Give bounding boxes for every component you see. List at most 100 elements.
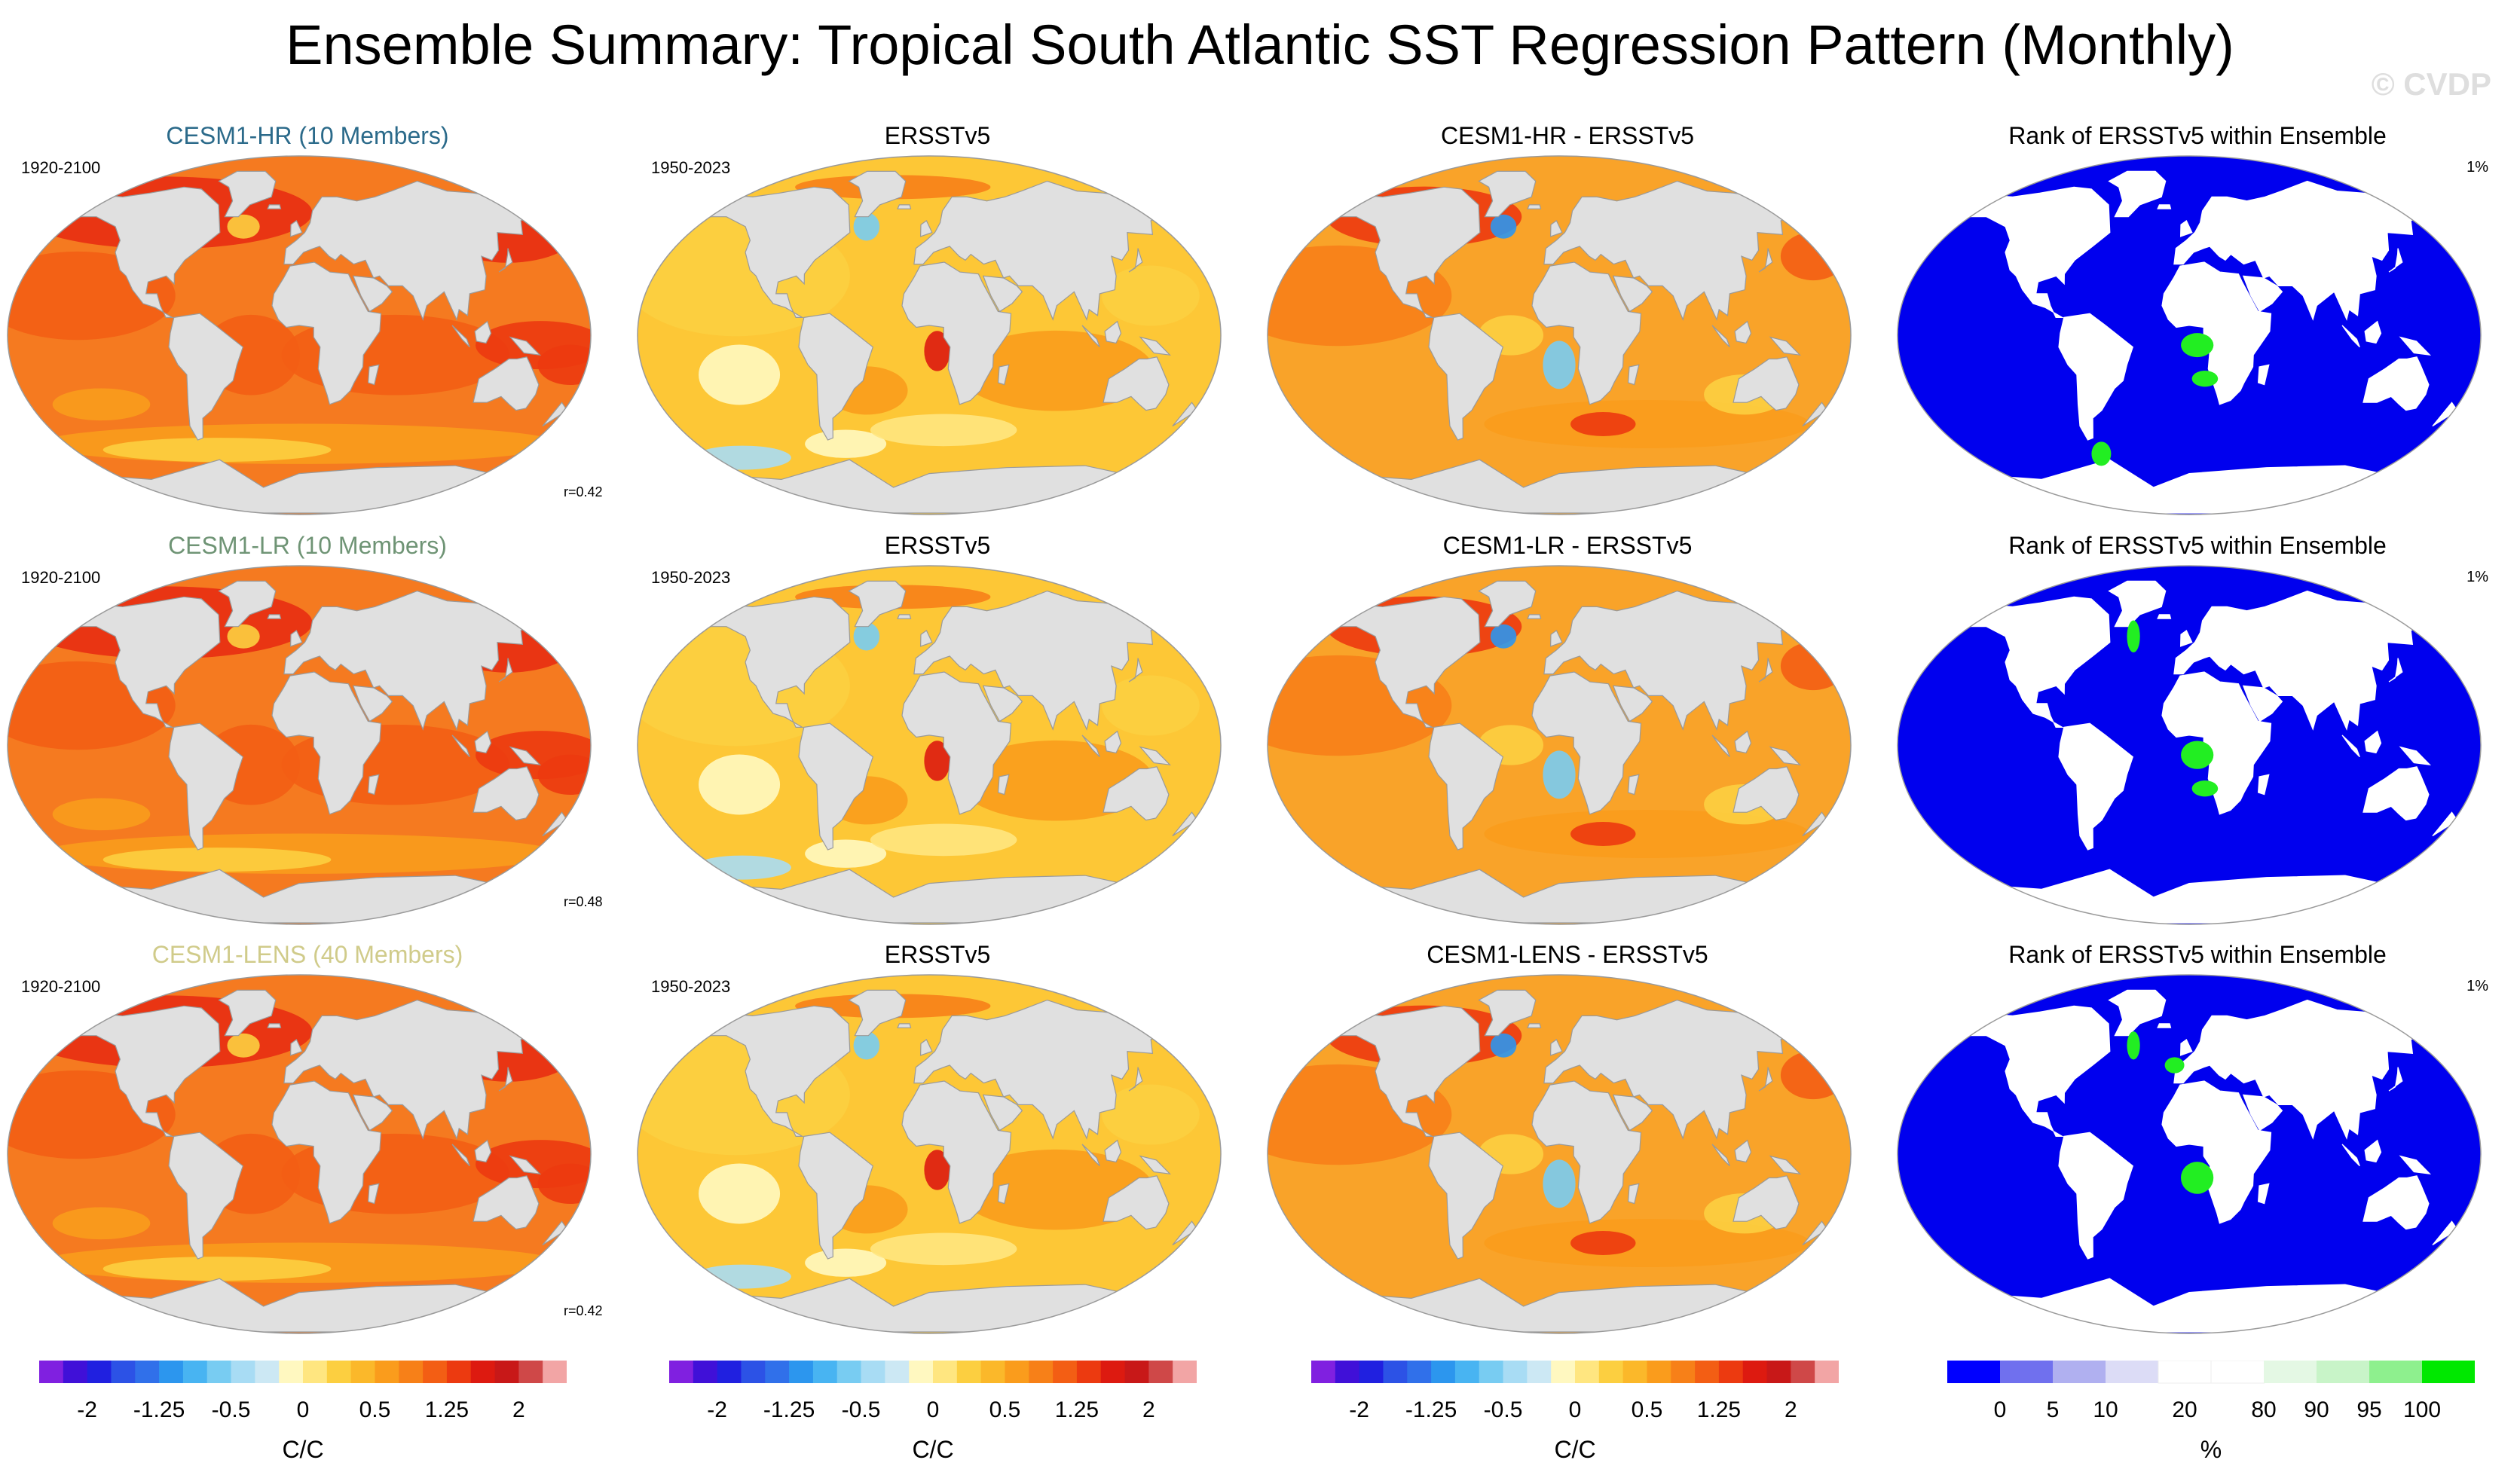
land-australia bbox=[2362, 766, 2430, 821]
colorbar-swatch bbox=[1053, 1361, 1078, 1383]
colorbar-swatches bbox=[669, 1361, 1197, 1383]
land-greenland bbox=[2108, 989, 2167, 1037]
anomaly-contour bbox=[1780, 232, 1846, 281]
anomaly-contour bbox=[853, 212, 880, 241]
land-eurasia bbox=[913, 999, 1170, 1140]
colorbar-swatch bbox=[1029, 1361, 1054, 1383]
map-outline bbox=[1267, 155, 1852, 515]
land-south-america bbox=[1428, 722, 1504, 851]
land-sumatra bbox=[1711, 1144, 1730, 1167]
panel-title: Rank of ERSSTv5 within Ensemble bbox=[2008, 122, 2387, 149]
land-borneo bbox=[1104, 730, 1122, 754]
regression-colorbar: -2 -1.25 -0.5 0 0.5 1.25 2 C/C bbox=[1311, 1361, 1854, 1463]
colorbar-swatch bbox=[1575, 1361, 1600, 1383]
land-africa bbox=[271, 671, 382, 815]
land-greenland bbox=[218, 170, 277, 218]
colorbar-swatch bbox=[1431, 1361, 1456, 1383]
land-sumatra bbox=[451, 1144, 470, 1167]
anomaly-contour bbox=[227, 1033, 260, 1058]
land-japan bbox=[498, 1067, 513, 1092]
land-madagascar bbox=[1627, 364, 1640, 386]
map-outline bbox=[637, 974, 1222, 1334]
land-eurasia bbox=[913, 590, 1170, 731]
colorbar-swatch bbox=[350, 1361, 375, 1383]
rank-highlight bbox=[2191, 371, 2219, 387]
land-north-america bbox=[1334, 596, 1481, 728]
land-new-guinea bbox=[1769, 746, 1802, 766]
land-new-guinea bbox=[1769, 1155, 1802, 1175]
colorbar-tick-label: -1.25 bbox=[133, 1397, 185, 1422]
land-arabia bbox=[1612, 1094, 1653, 1132]
colorbar-swatch bbox=[885, 1361, 910, 1383]
land-arabia bbox=[1612, 685, 1653, 722]
colorbar-swatch bbox=[1383, 1361, 1408, 1383]
colorbar-tick-label: 0 bbox=[1568, 1397, 1582, 1422]
world-map bbox=[637, 974, 1222, 1334]
land-iceland bbox=[897, 204, 912, 209]
pattern-correlation-label: r=0.42 bbox=[564, 484, 603, 499]
rank-percent-label: 1% bbox=[2466, 159, 2488, 176]
rank-panel-row1: Rank of ERSSTv5 within Ensemble 1% bbox=[1896, 121, 2499, 527]
anomaly-contour bbox=[102, 848, 332, 872]
colorbar-swatch bbox=[2317, 1361, 2370, 1383]
land-borneo bbox=[2364, 1139, 2382, 1163]
diff-panel-row3: CESM1-LENS - ERSSTv5 bbox=[1266, 939, 1869, 1346]
anomaly-contour bbox=[1780, 1051, 1846, 1100]
panel-title: CESM1-HR - ERSSTv5 bbox=[1440, 122, 1695, 149]
land-madagascar bbox=[997, 1183, 1010, 1205]
land-borneo bbox=[1104, 320, 1122, 344]
land-arabia bbox=[352, 275, 393, 313]
panel-title: CESM1-LENS (40 Members) bbox=[151, 941, 463, 968]
land-greenland bbox=[218, 580, 277, 628]
world-map bbox=[1897, 974, 2482, 1334]
anomaly-contour bbox=[1490, 624, 1517, 649]
colorbar-swatch bbox=[1718, 1361, 1744, 1383]
colorbar-tick-label: 95 bbox=[2356, 1397, 2382, 1422]
colorbar-swatch bbox=[812, 1361, 838, 1383]
colorbar-swatch bbox=[1173, 1361, 1197, 1383]
colorbar-swatch bbox=[980, 1361, 1005, 1383]
land-australia bbox=[1732, 356, 1800, 411]
colorbar-swatch bbox=[1551, 1361, 1576, 1383]
colorbar-tick-label: -1.25 bbox=[763, 1397, 815, 1422]
anomaly-contour bbox=[227, 214, 260, 239]
colorbar-tick-label: 0 bbox=[926, 1397, 940, 1422]
land-north-america bbox=[704, 596, 851, 728]
land-north-america bbox=[1964, 1005, 2111, 1137]
land-australia bbox=[1102, 766, 1170, 821]
land-madagascar bbox=[2257, 1183, 2270, 1205]
map-outline bbox=[1897, 155, 2482, 515]
rank-colorbar: 0 5 10 20 80 90 95 100% bbox=[1947, 1361, 2490, 1463]
panel-title: ERSSTv5 bbox=[884, 532, 991, 559]
land-arabia bbox=[2242, 685, 2283, 722]
pattern-correlation-label: r=0.48 bbox=[564, 894, 603, 909]
colorbar-swatch bbox=[669, 1361, 694, 1383]
anomaly-contour bbox=[1490, 1033, 1517, 1058]
land-greenland bbox=[1478, 989, 1537, 1037]
anomaly-contour bbox=[1570, 412, 1636, 436]
panel-title: ERSSTv5 bbox=[884, 122, 991, 149]
land-madagascar bbox=[367, 774, 380, 796]
panel-title: CESM1-LR (10 Members) bbox=[168, 532, 447, 559]
colorbar-swatch bbox=[63, 1361, 88, 1383]
land-south-america bbox=[2058, 313, 2134, 441]
colorbar-tick-label: 100 bbox=[2402, 1397, 2442, 1422]
anomaly-contour bbox=[1102, 265, 1200, 326]
model-panel-row1: CESM1-HR (10 Members) 1920-2100 r=0.42 bbox=[6, 121, 609, 527]
colorbar-tick-label: 1.25 bbox=[424, 1397, 469, 1422]
land-eurasia bbox=[283, 999, 540, 1140]
land-iceland bbox=[267, 614, 282, 619]
land-australia bbox=[1732, 1175, 1800, 1230]
colorbar-swatch bbox=[2210, 1361, 2265, 1384]
colorbar-tick-label: 0 bbox=[1993, 1397, 2007, 1422]
diff-panel-row2: CESM1-LR - ERSSTv5 bbox=[1266, 530, 1869, 937]
colorbar-tick-label: -2 bbox=[1349, 1397, 1369, 1422]
anomaly-contour bbox=[52, 798, 151, 831]
colorbar-swatch bbox=[470, 1361, 496, 1383]
colorbar-tick-label: 2 bbox=[1784, 1397, 1797, 1422]
land-iceland bbox=[2157, 204, 2172, 209]
colorbar-swatch bbox=[1503, 1361, 1528, 1383]
land-south-america bbox=[168, 722, 244, 851]
map-outline bbox=[1897, 565, 2482, 925]
colorbar-tick-label: 0 bbox=[296, 1397, 310, 1422]
